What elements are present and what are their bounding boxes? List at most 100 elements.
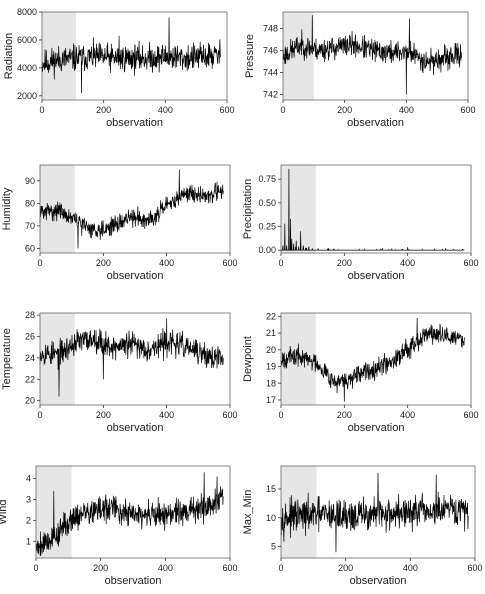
x-axis-label: observation bbox=[105, 575, 162, 587]
series-line bbox=[280, 472, 469, 553]
y-tick-label: 3 bbox=[26, 494, 31, 504]
y-tick-label: 742 bbox=[263, 90, 278, 100]
plot-frame bbox=[280, 312, 472, 406]
x-tick-label: 0 bbox=[278, 563, 283, 573]
y-axis-label: Precipitation bbox=[242, 179, 254, 240]
x-tick-label: 400 bbox=[400, 410, 415, 420]
series-line bbox=[280, 318, 465, 402]
y-axis-label: Max_Min bbox=[242, 490, 254, 535]
x-tick-label: 0 bbox=[37, 258, 42, 268]
x-tick-label: 400 bbox=[158, 563, 173, 573]
x-tick-label: 400 bbox=[400, 258, 415, 268]
chart-panel-3: 0 200 400 600 60 70 80 90 observation Humidity bbox=[1, 164, 238, 282]
y-tick-label: 744 bbox=[263, 68, 278, 78]
x-axis-label: observation bbox=[107, 422, 164, 434]
x-tick-label: 200 bbox=[96, 105, 111, 115]
y-tick-label: 4 bbox=[26, 474, 31, 484]
chart-panel-1: 0 200 400 600 2000 4000 6000 8000 observation Rad… bbox=[3, 7, 235, 129]
series-line bbox=[35, 472, 224, 556]
y-axis-label: Temperature bbox=[1, 328, 13, 390]
series-line bbox=[282, 15, 462, 95]
series-line bbox=[41, 17, 221, 94]
chart-panel-5: 0 200 400 600 20 22 24 26 28 observation Temperatu… bbox=[1, 310, 238, 434]
x-tick-label: 200 bbox=[96, 410, 111, 420]
y-tick-label: 0.75 bbox=[258, 174, 276, 184]
x-tick-label: 400 bbox=[399, 105, 414, 115]
chart-panel-2: 0 200 400 600 742 744 746 748 observation Pressur… bbox=[244, 11, 476, 129]
plot-frame bbox=[41, 11, 228, 101]
series-line bbox=[39, 318, 224, 397]
x-axis-label: observation bbox=[350, 575, 407, 587]
x-axis-label: observation bbox=[348, 422, 405, 434]
x-tick-label: 0 bbox=[280, 105, 285, 115]
chart-panel-4: 0 200 400 600 0.00 0.25 0.50 0.75 observation Pre… bbox=[242, 164, 479, 282]
x-tick-label: 600 bbox=[219, 105, 234, 115]
y-tick-label: 70 bbox=[25, 221, 35, 231]
y-tick-label: 746 bbox=[263, 46, 278, 56]
y-tick-label: 5 bbox=[271, 542, 276, 552]
x-tick-label: 400 bbox=[403, 563, 418, 573]
y-tick-label: 20 bbox=[25, 396, 35, 406]
x-axis-label: observation bbox=[347, 117, 404, 129]
plot-frame bbox=[39, 164, 231, 254]
x-tick-label: 400 bbox=[159, 258, 174, 268]
y-axis-label: Radiation bbox=[3, 33, 15, 79]
plot-frame bbox=[35, 465, 231, 559]
x-tick-label: 600 bbox=[222, 258, 237, 268]
y-axis-label: Dewpoint bbox=[242, 336, 254, 382]
y-tick-label: 90 bbox=[25, 176, 35, 186]
x-tick-label: 0 bbox=[37, 410, 42, 420]
x-tick-label: 200 bbox=[338, 563, 353, 573]
series-line bbox=[39, 169, 224, 249]
plot-frame bbox=[39, 312, 231, 406]
x-tick-label: 600 bbox=[467, 563, 482, 573]
x-tick-label: 400 bbox=[158, 105, 173, 115]
x-tick-label: 600 bbox=[222, 410, 237, 420]
chart-panel-7: 0 200 400 600 1 2 3 4 observation Wind bbox=[0, 465, 238, 587]
y-tick-label: 4000 bbox=[17, 63, 37, 73]
shaded-region bbox=[281, 165, 316, 253]
plot-frame bbox=[280, 164, 472, 254]
y-tick-label: 10 bbox=[266, 513, 276, 523]
x-tick-label: 0 bbox=[278, 258, 283, 268]
x-tick-label: 200 bbox=[96, 258, 111, 268]
x-axis-label: observation bbox=[106, 117, 163, 129]
y-tick-label: 2000 bbox=[17, 91, 37, 101]
y-tick-label: 18 bbox=[266, 378, 276, 388]
y-axis-label: Humidity bbox=[1, 187, 13, 230]
plot-frame bbox=[282, 11, 469, 101]
x-tick-label: 200 bbox=[337, 105, 352, 115]
y-tick-label: 21 bbox=[266, 328, 276, 338]
y-axis-label: Wind bbox=[0, 499, 9, 524]
x-tick-label: 200 bbox=[337, 258, 352, 268]
y-tick-label: 1 bbox=[26, 536, 31, 546]
y-tick-label: 24 bbox=[25, 353, 35, 363]
y-tick-label: 22 bbox=[25, 374, 35, 384]
y-tick-label: 0.25 bbox=[258, 222, 276, 232]
y-tick-label: 6000 bbox=[17, 35, 37, 45]
x-tick-label: 0 bbox=[33, 563, 38, 573]
y-tick-label: 17 bbox=[266, 395, 276, 405]
y-tick-label: 80 bbox=[25, 198, 35, 208]
y-tick-label: 28 bbox=[25, 310, 35, 320]
x-tick-label: 200 bbox=[337, 410, 352, 420]
x-tick-label: 600 bbox=[463, 410, 478, 420]
x-tick-label: 600 bbox=[460, 105, 475, 115]
x-axis-label: observation bbox=[348, 270, 405, 282]
y-tick-label: 15 bbox=[266, 484, 276, 494]
y-tick-label: 748 bbox=[263, 24, 278, 34]
y-tick-label: 0.50 bbox=[258, 198, 276, 208]
x-axis-label: observation bbox=[107, 270, 164, 282]
x-tick-label: 600 bbox=[463, 258, 478, 268]
y-tick-label: 19 bbox=[266, 362, 276, 372]
y-tick-label: 20 bbox=[266, 345, 276, 355]
x-tick-label: 0 bbox=[278, 410, 283, 420]
y-axis-label: Pressure bbox=[244, 34, 256, 78]
y-tick-label: 22 bbox=[266, 311, 276, 321]
x-tick-label: 600 bbox=[222, 563, 237, 573]
x-tick-label: 400 bbox=[159, 410, 174, 420]
y-tick-label: 8000 bbox=[17, 7, 37, 17]
chart-panel-6: 0 200 400 600 17 18 19 20 21 22 observation Dewpoin… bbox=[242, 311, 479, 434]
x-tick-label: 200 bbox=[93, 563, 108, 573]
